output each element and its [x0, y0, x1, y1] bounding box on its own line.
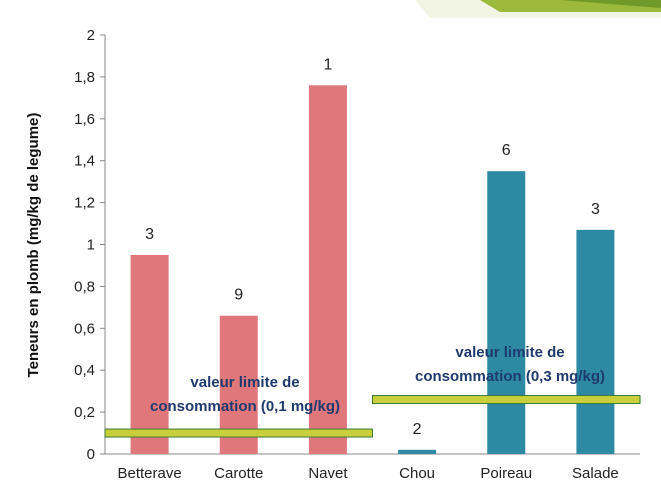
- y-tick-label: 0,2: [74, 404, 95, 421]
- decorative-header-banner: [415, 0, 661, 18]
- y-tick-label: 0,6: [74, 320, 95, 337]
- category-label-navet: Navet: [308, 465, 348, 482]
- y-tick-label: 1,2: [74, 195, 95, 212]
- bar-navet: [308, 85, 347, 454]
- y-tick-label: 2: [87, 27, 95, 44]
- data-label-carotte: 9: [234, 287, 243, 304]
- category-label-betterave: Betterave: [117, 465, 181, 482]
- y-tick-labels: 0 0,2 0,4 0,6 0,8 1 1,2 1,4 1,6 1,8 2: [74, 27, 105, 463]
- limit-label-2-line1: valeur limite de: [455, 344, 564, 361]
- y-tick-label: 1,8: [74, 69, 95, 86]
- data-labels: 3 9 1 2 6 3: [145, 56, 600, 438]
- y-axis-label: Teneurs en plomb (mg/kg de legume): [25, 113, 42, 378]
- category-label-salade: Salade: [572, 465, 619, 482]
- bar-chou: [398, 449, 437, 454]
- category-labels: Betterave Carotte Navet Chou Poireau Salade: [117, 465, 618, 482]
- y-tick-label: 1: [87, 237, 95, 254]
- y-tick-label: 0: [87, 446, 95, 463]
- bars: [130, 85, 615, 455]
- category-label-chou: Chou: [399, 465, 435, 482]
- limit-line-2: [372, 395, 641, 405]
- y-tick-label: 0,4: [74, 362, 95, 379]
- data-label-poireau: 6: [502, 142, 511, 159]
- data-label-chou: 2: [413, 421, 422, 438]
- limit-lines: [104, 395, 641, 438]
- limit-line-1: [104, 428, 373, 438]
- data-label-navet: 1: [323, 56, 332, 73]
- y-tick-label: 0,8: [74, 278, 95, 295]
- y-tick-label: 1,4: [74, 153, 95, 170]
- bar-poireau: [487, 171, 526, 455]
- data-label-betterave: 3: [145, 226, 154, 243]
- data-label-salade: 3: [591, 201, 600, 218]
- bar-salade: [576, 229, 615, 454]
- category-label-carotte: Carotte: [214, 465, 263, 482]
- category-label-poireau: Poireau: [480, 465, 532, 482]
- y-tick-label: 1,6: [74, 111, 95, 128]
- limit-label-1-line1: valeur limite de: [190, 374, 299, 391]
- limit-label-1-line2: consommation (0,1 mg/kg): [150, 398, 340, 415]
- bar-betterave: [130, 254, 169, 454]
- limit-label-2-line2: consommation (0,3 mg/kg): [415, 368, 605, 385]
